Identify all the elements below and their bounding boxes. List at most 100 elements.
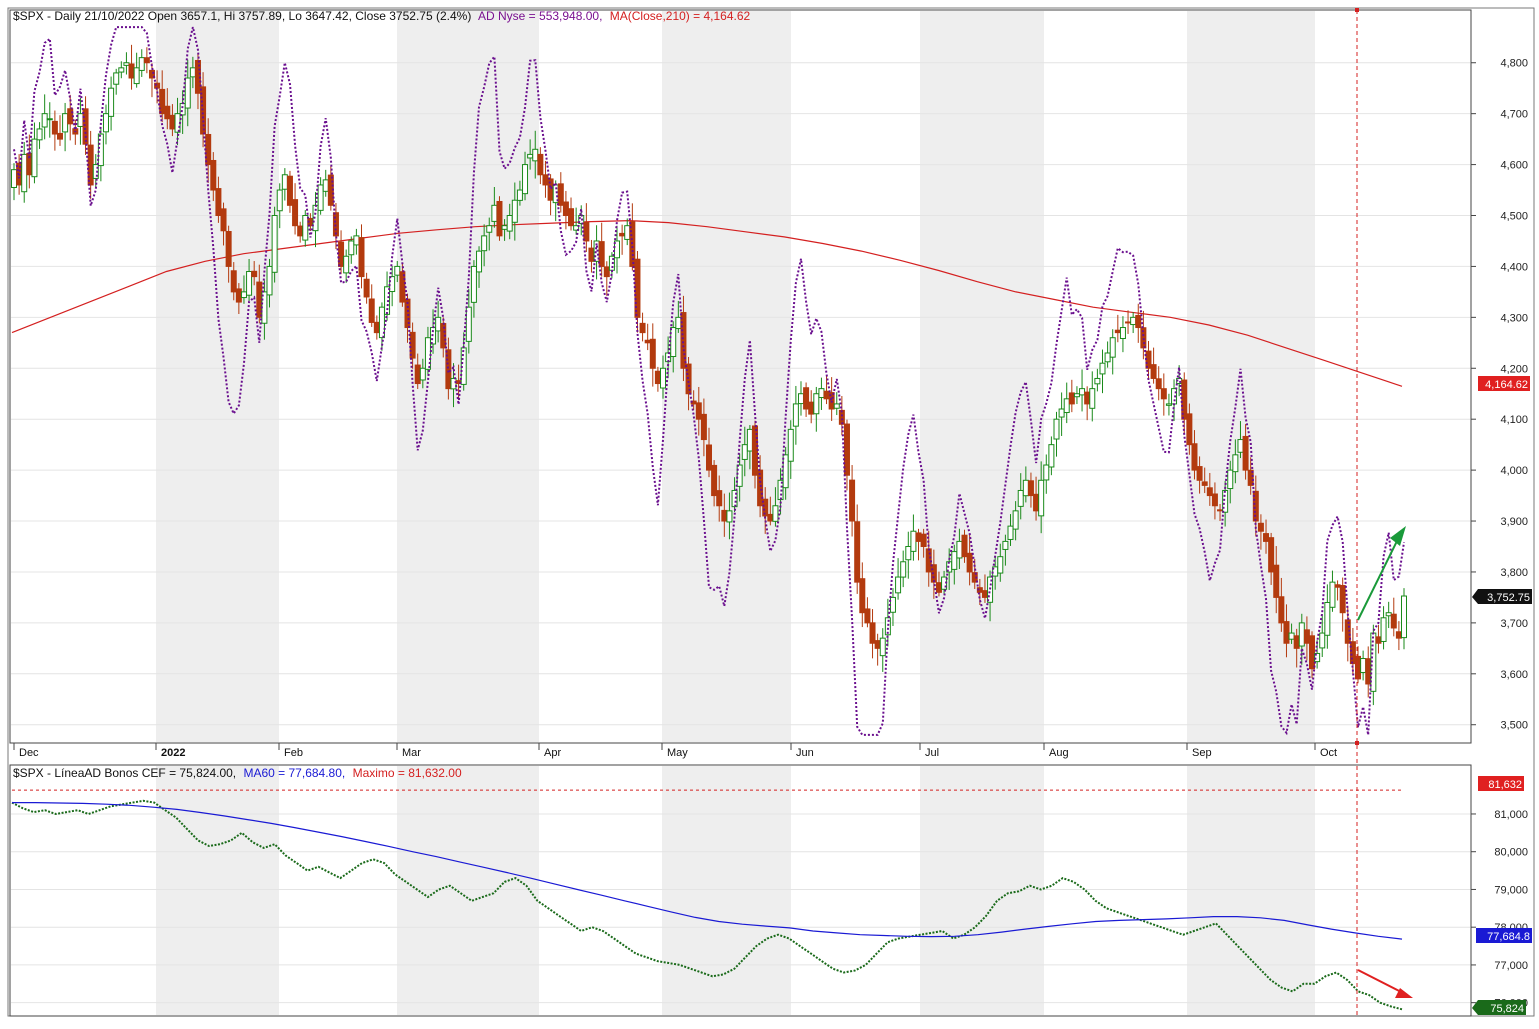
candle — [843, 419, 850, 491]
candle — [660, 355, 667, 399]
candle — [1401, 588, 1407, 650]
candle — [951, 544, 958, 585]
bonos-line — [11, 799, 1403, 1011]
candlesticks — [11, 44, 1407, 706]
candle — [1043, 454, 1050, 494]
svg-text:77,684.8: 77,684.8 — [1487, 931, 1530, 943]
y-tick-label: 4,000 — [1500, 465, 1528, 477]
x-tick-label: Feb — [284, 747, 303, 759]
candle — [286, 170, 293, 213]
candle — [1319, 614, 1326, 658]
candle — [1268, 532, 1275, 585]
x-tick-label: Apr — [544, 747, 561, 759]
candle — [1038, 461, 1045, 534]
candle — [1247, 457, 1254, 495]
cursor-bottom-marker — [1355, 741, 1359, 745]
candle — [210, 152, 217, 202]
lower-header-maximo: Maximo = 81,632.00 — [353, 766, 462, 780]
candle — [102, 104, 109, 145]
candle — [772, 487, 779, 527]
x-tick-label: Jul — [925, 747, 939, 759]
candle — [292, 183, 299, 235]
candle — [900, 550, 907, 588]
candle — [363, 272, 370, 304]
candle — [220, 202, 227, 246]
candle — [1068, 379, 1075, 413]
y-tick-label: 4,500 — [1500, 211, 1528, 223]
y-tick-label: 81,000 — [1494, 809, 1528, 821]
svg-text:3,752.75: 3,752.75 — [1487, 592, 1530, 604]
candle — [792, 385, 799, 445]
svg-text:4,164.62: 4,164.62 — [1485, 379, 1528, 391]
x-tick-label: Aug — [1049, 747, 1069, 759]
candle — [1191, 430, 1198, 480]
candle — [987, 570, 994, 622]
ma60-line — [12, 801, 1403, 940]
candle — [1201, 467, 1208, 494]
candle — [138, 49, 145, 77]
y-tick-label: 77,000 — [1494, 960, 1528, 972]
y-tick-label: 3,600 — [1500, 669, 1528, 681]
ma60-value-tag: 77,684.8 — [1476, 928, 1532, 943]
candle — [1119, 316, 1126, 353]
candle — [470, 260, 477, 318]
candle — [833, 392, 840, 416]
cursor-top-marker — [1355, 8, 1359, 12]
candle — [864, 597, 871, 628]
candle — [51, 110, 58, 151]
lower-grid — [11, 813, 1470, 1004]
candle — [726, 492, 733, 540]
candle — [378, 302, 385, 351]
candle — [511, 182, 518, 241]
ma210-line — [11, 219, 1403, 387]
upper-y-axis: 3,500 3,600 3,700 3,800 3,900 4,000 4,100 4,200… — [1471, 58, 1528, 732]
upper-grid — [11, 62, 1470, 726]
candle — [537, 147, 544, 185]
month-shading — [156, 11, 1315, 1015]
upper-header-ma: MA(Close,210) = 4,164.62 — [610, 9, 751, 23]
candle — [424, 326, 431, 375]
candle — [741, 426, 748, 477]
candle — [317, 177, 324, 215]
ad-nyse-line — [13, 26, 1405, 736]
candle — [685, 357, 692, 411]
candle — [184, 59, 191, 127]
candle — [31, 122, 38, 184]
candle — [813, 386, 820, 432]
y-tick-label: 4,100 — [1500, 414, 1528, 426]
bonos-value-tag: 75,824 — [1472, 1000, 1526, 1015]
candle — [854, 504, 861, 594]
candle — [1273, 546, 1280, 614]
candle — [1186, 403, 1193, 455]
candle — [230, 262, 237, 301]
y-tick-label: 4,200 — [1500, 363, 1528, 375]
candle — [1155, 366, 1162, 401]
candle — [496, 196, 503, 241]
candle — [700, 398, 707, 457]
candle — [1089, 371, 1096, 422]
candle — [394, 260, 401, 283]
candle — [97, 127, 104, 182]
x-tick-label: Oct — [1320, 747, 1337, 759]
red-arrow-annotation — [1357, 969, 1413, 998]
y-tick-label: 3,800 — [1500, 567, 1528, 579]
candle — [419, 358, 426, 389]
y-tick-label: 3,900 — [1500, 516, 1528, 528]
candle — [108, 76, 115, 131]
candle — [716, 475, 723, 522]
candle — [1058, 392, 1065, 436]
candle — [1048, 436, 1055, 476]
candle — [573, 207, 580, 235]
candle — [246, 258, 253, 302]
y-tick-label: 4,400 — [1500, 261, 1528, 273]
ma60-path — [12, 801, 1403, 940]
y-tick-label: 4,600 — [1500, 160, 1528, 172]
candle — [1099, 349, 1106, 394]
y-tick-label: 3,700 — [1500, 618, 1528, 630]
upper-header: $SPX - Daily 21/10/2022 Open 3657.1, Hi … — [13, 9, 751, 23]
y-tick-label: 3,500 — [1500, 720, 1528, 732]
candle — [271, 206, 278, 283]
candle — [36, 122, 43, 149]
candle — [56, 115, 63, 146]
